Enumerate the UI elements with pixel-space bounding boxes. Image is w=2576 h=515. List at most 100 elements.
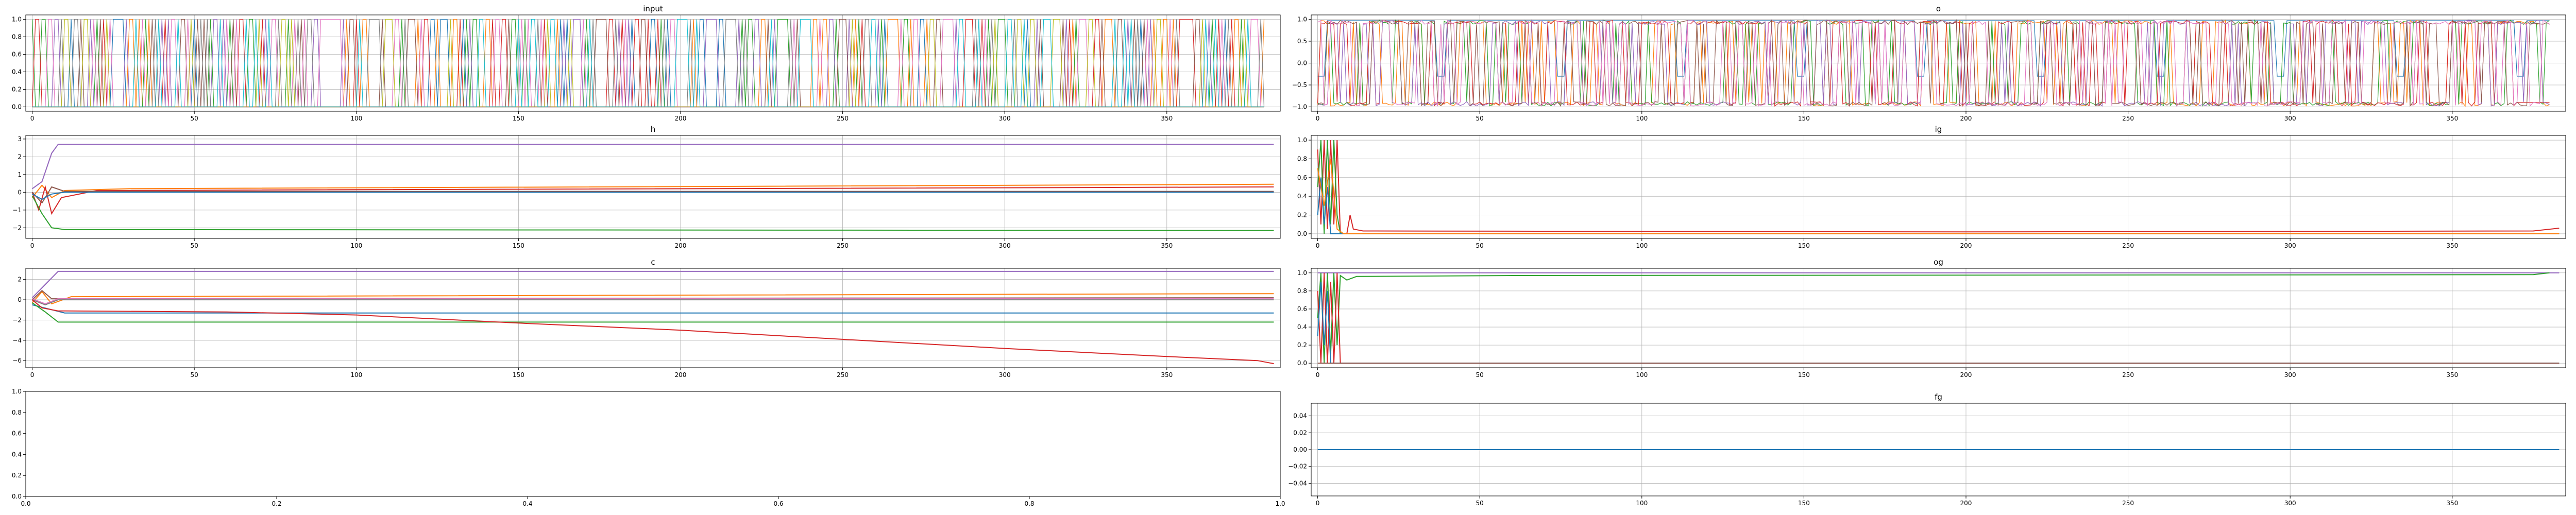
- x-tick-label: 200: [1960, 371, 1972, 379]
- y-tick-label: −6: [12, 357, 22, 364]
- axes-frame: [25, 391, 1281, 497]
- x-tick-label: 150: [513, 115, 524, 122]
- y-tick-label: 0.0: [1297, 60, 1307, 67]
- y-tick-label: 2: [18, 153, 22, 160]
- x-tick-label: 150: [1798, 115, 1810, 122]
- x-tick-label: 300: [999, 371, 1011, 379]
- y-tick-label: 1.0: [1297, 269, 1307, 277]
- x-tick-label: 0: [30, 371, 35, 379]
- y-tick-label: 0.6: [1297, 174, 1307, 181]
- series-group: [1317, 272, 2560, 364]
- y-tick-label: 0.0: [12, 493, 22, 500]
- y-tick-label: 3: [18, 135, 22, 143]
- series-group: [31, 144, 1274, 231]
- y-tick-label: 0.0: [12, 104, 22, 111]
- series-line-1: [1317, 272, 2550, 364]
- y-tick-label: 1: [18, 171, 22, 178]
- x-tick-label: 300: [2284, 371, 2296, 379]
- series-line-1: [1317, 20, 2550, 107]
- x-tick-label: 0.2: [272, 500, 281, 507]
- subplot-og: 0 50 100 150 200 250 300 350 0.0 0.2 0.4 0.6 0.8 1.0 o…: [1297, 258, 2566, 379]
- y-tick-label: 0: [18, 188, 22, 196]
- subplot-title: c: [651, 258, 655, 267]
- axes-frame: [25, 135, 1281, 239]
- series-line-8: [32, 19, 1264, 108]
- x-tick-label: 200: [675, 115, 687, 122]
- x-tick-label: 350: [2446, 242, 2458, 249]
- axes-frame: [1311, 135, 2566, 239]
- series-line-0: [32, 144, 1274, 190]
- x-tick-label: 300: [2284, 115, 2296, 122]
- x-tick-label: 150: [513, 371, 524, 379]
- series-line-5: [32, 19, 1264, 108]
- y-tick-label: 0.8: [1297, 287, 1307, 295]
- x-tick-label: 350: [2446, 115, 2458, 122]
- x-tick-label: 350: [2446, 500, 2458, 507]
- series-line-3: [1317, 159, 2560, 234]
- x-tick-label: 100: [350, 115, 362, 122]
- series-group: [32, 19, 1265, 108]
- x-tick-label: 250: [2122, 371, 2134, 379]
- subplot-o: 0 50 100 150 200 250 300 350 −1.0 −0.5 0.0 0.5 1.0 o: [1292, 4, 2566, 122]
- x-tick-label: 100: [350, 242, 362, 249]
- subplot-c: 0 50 100 150 200 250 300 350 −6 −4 −2 0 2 c: [12, 258, 1281, 379]
- subplot-title: ig: [1935, 125, 1942, 134]
- y-tick-label: 0.0: [1297, 359, 1307, 367]
- series-line-2: [31, 185, 1274, 215]
- x-tick-label: 0.6: [773, 500, 783, 507]
- x-tick-label: 200: [675, 371, 687, 379]
- y-tick-label: 1.0: [1297, 136, 1307, 144]
- y-tick-label: 1.0: [12, 16, 22, 23]
- axes-frame: [25, 14, 1281, 112]
- series-line-3: [31, 186, 1274, 204]
- y-tick-label: 0.6: [12, 430, 22, 437]
- series-group: [31, 270, 1274, 365]
- x-tick-label: 0: [1316, 500, 1320, 507]
- x-tick-label: 50: [1476, 371, 1484, 379]
- y-tick-label: 1.0: [12, 388, 22, 395]
- series-line-5: [31, 195, 1274, 231]
- series-line-7: [32, 19, 1265, 108]
- series-line-3: [32, 19, 1264, 108]
- series-line-0: [31, 270, 1274, 298]
- y-tick-label: −4: [12, 337, 22, 344]
- series-line-0: [32, 19, 1264, 108]
- subplot-empty: 0.0 0.2 0.4 0.6 0.8 1.0 0.0 0.2 0.4 0.6 0.8 1.0: [12, 388, 1285, 507]
- y-tick-label: 0.4: [1297, 323, 1307, 331]
- series-line-7: [31, 299, 1274, 365]
- y-tick-label: 0.8: [1297, 155, 1307, 162]
- x-tick-label: 250: [837, 115, 849, 122]
- x-tick-label: 350: [2446, 371, 2458, 379]
- x-tick-label: 250: [837, 371, 849, 379]
- x-tick-label: 150: [513, 242, 524, 249]
- series-line-5: [32, 304, 1274, 314]
- x-tick-label: 100: [1636, 115, 1648, 122]
- subplot-title: og: [1934, 258, 1943, 267]
- y-tick-label: −0.04: [1288, 479, 1307, 487]
- y-tick-label: 0.6: [1297, 305, 1307, 313]
- y-tick-label: 0.0: [1297, 230, 1307, 237]
- series-line-1: [31, 183, 1274, 198]
- series-line-9: [32, 19, 1264, 108]
- y-tick-label: 0.2: [12, 86, 22, 93]
- y-tick-label: 0.5: [1297, 38, 1307, 45]
- y-tick-label: 1.0: [1297, 16, 1307, 23]
- x-tick-label: 0: [30, 115, 35, 122]
- x-tick-label: 0: [1316, 371, 1320, 379]
- y-tick-label: −1: [12, 207, 22, 214]
- series-line-2: [32, 19, 1264, 108]
- y-tick-label: 0.00: [1293, 446, 1307, 453]
- x-tick-label: 50: [1476, 242, 1484, 249]
- y-tick-label: −0.5: [1292, 81, 1307, 89]
- x-tick-label: 250: [837, 242, 849, 249]
- subplot-ig: 0 50 100 150 200 250 300 350 0.0 0.2 0.4 0.6 0.8 1.0 i…: [1297, 125, 2566, 249]
- x-tick-label: 0.8: [1024, 500, 1034, 507]
- x-tick-label: 50: [191, 371, 198, 379]
- x-tick-label: 250: [2122, 115, 2134, 122]
- x-tick-label: 0.4: [522, 500, 532, 507]
- axes-frame: [1311, 268, 2566, 368]
- y-tick-label: 0.4: [1297, 193, 1307, 200]
- series-line-6: [32, 19, 1264, 108]
- series-line-0: [1317, 140, 2560, 234]
- series-line-1: [31, 290, 1274, 305]
